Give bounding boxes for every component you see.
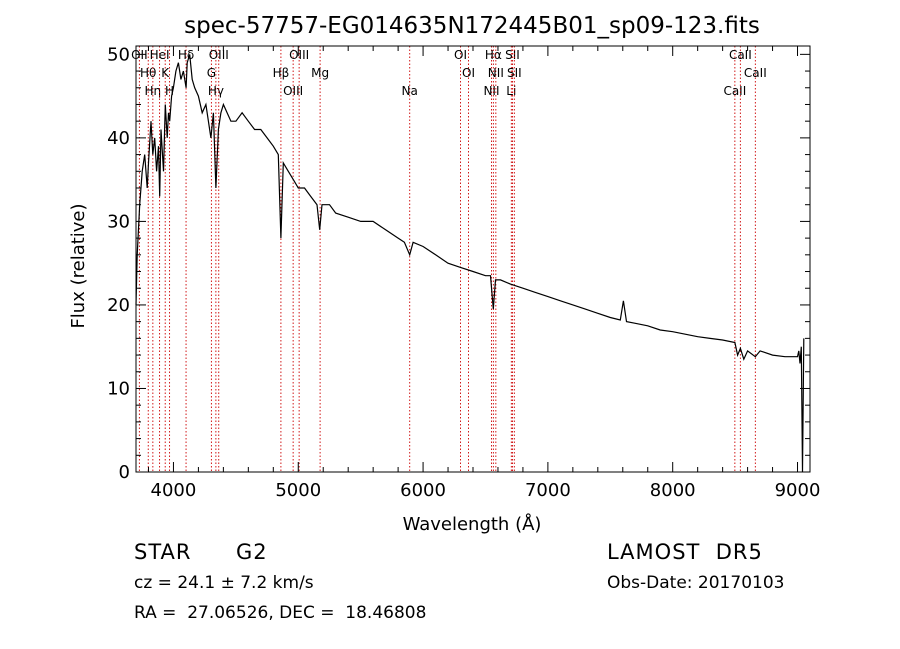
marker-label: OII [131, 48, 148, 62]
marker-label: CaII [729, 48, 752, 62]
axis-ticks: 4000 5000 6000 7000 8000 9000 0 10 20 30 40 50 [107, 44, 820, 501]
object-subclass: G2 [236, 540, 268, 564]
y-tick-label: 40 [107, 128, 130, 149]
x-tick-label: 7000 [525, 480, 571, 501]
marker-label: OIII [289, 48, 309, 62]
x-tick-label: 5000 [275, 480, 321, 501]
survey-name: LAMOST DR5 [607, 540, 763, 564]
coordinates: RA = 27.06526, DEC = 18.46808 [134, 603, 427, 623]
x-tick-label: 8000 [650, 480, 696, 501]
marker-label: NII [483, 84, 499, 98]
y-tick-label: 30 [107, 211, 130, 232]
marker-label: HeI [150, 48, 170, 62]
object-class: STAR [134, 540, 192, 564]
marker-label: NII [488, 66, 504, 80]
y-tick-label: 50 [107, 44, 130, 65]
obs-date: Obs-Date: 20170103 [607, 573, 785, 593]
spectrum-line [135, 54, 805, 473]
marker-label: OI [454, 48, 467, 62]
chart-title: spec-57757-EG014635N172445B01_sp09-123.f… [184, 13, 760, 39]
marker-label: Hβ [273, 66, 290, 80]
y-tick-label: 10 [107, 378, 130, 399]
marker-label: G [207, 66, 216, 80]
y-tick-label: 0 [119, 462, 130, 483]
marker-label: Hδ [178, 48, 194, 62]
marker-label: Na [402, 84, 418, 98]
marker-label: CaII [723, 84, 746, 98]
x-tick-label: 6000 [400, 480, 446, 501]
marker-label: SII [505, 48, 520, 62]
y-tick-label: 20 [107, 295, 130, 316]
plot-frame [135, 45, 811, 473]
marker-label: Hγ [208, 84, 224, 98]
marker-label: Hα [485, 48, 502, 62]
marker-label: OI [462, 66, 475, 80]
marker-label: OIII [283, 84, 303, 98]
marker-label: CaII [744, 66, 767, 80]
marker-label: K [161, 66, 170, 80]
x-tick-label: 4000 [151, 480, 197, 501]
marker-label: Hη [145, 84, 162, 98]
marker-label: OIII [209, 48, 229, 62]
marker-label: SII [507, 66, 522, 80]
marker-label: Hθ [140, 66, 156, 80]
x-tick-label: 9000 [775, 480, 821, 501]
y-axis-label: Flux (relative) [68, 203, 89, 328]
marker-label: Li [506, 84, 516, 98]
marker-label: Mg [311, 66, 329, 80]
redshift-line: cz = 24.1 ± 7.2 km/s [134, 573, 314, 593]
marker-label: H [165, 84, 174, 98]
x-axis-label: Wavelength (Å) [403, 513, 542, 535]
